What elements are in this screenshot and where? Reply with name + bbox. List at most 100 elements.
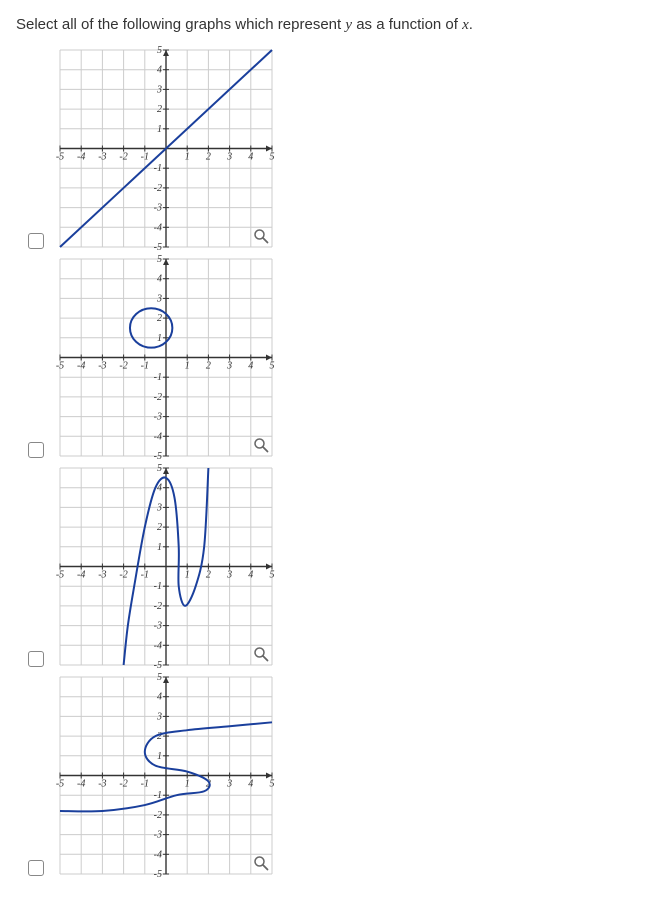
svg-text:5: 5 (270, 361, 275, 372)
graph-panel: -5-4-3-2-112345-5-4-3-2-112345 (56, 673, 276, 878)
magnifier-icon[interactable] (252, 436, 270, 454)
svg-text:-4: -4 (77, 779, 85, 790)
magnifier-icon[interactable] (252, 854, 270, 872)
question-mid: as a function of (352, 16, 462, 33)
graph-grid: -5-4-3-2-112345-5-4-3-2-112345 (56, 46, 276, 251)
svg-text:-5: -5 (154, 660, 162, 669)
svg-text:4: 4 (157, 65, 162, 76)
option-checkbox[interactable] (28, 442, 44, 458)
graph-option: -5-4-3-2-112345-5-4-3-2-112345 (16, 46, 646, 251)
svg-text:-3: -3 (98, 570, 106, 581)
svg-text:-1: -1 (154, 581, 162, 592)
svg-text:-2: -2 (119, 361, 127, 372)
graphs-container: -5 -4 -3 -2 -1 1 2 3 4 5 -5 -4 -3 -2 -1 1 2 3 4 5 -5 -4 -3 -2 -1… (16, 46, 646, 878)
question-prefix: Select all of the following graphs which… (16, 16, 345, 33)
svg-text:-4: -4 (77, 361, 85, 372)
svg-text:4: 4 (248, 570, 253, 581)
svg-text:1: 1 (185, 779, 190, 790)
svg-text:-4: -4 (77, 152, 85, 163)
svg-text:-1: -1 (141, 152, 149, 163)
svg-text:1: 1 (185, 570, 190, 581)
svg-text:-5: -5 (154, 242, 162, 251)
svg-text:-5: -5 (56, 779, 64, 790)
graph-panel: -5-4-3-2-112345-5-4-3-2-112345 (56, 255, 276, 460)
question-var-x: x (462, 17, 469, 33)
svg-text:2: 2 (157, 731, 162, 742)
magnifier-icon[interactable] (252, 227, 270, 245)
svg-text:-4: -4 (154, 849, 162, 860)
svg-text:1: 1 (185, 152, 190, 163)
graph-grid: -5-4-3-2-112345-5-4-3-2-112345 (56, 464, 276, 669)
option-checkbox[interactable] (28, 233, 44, 249)
svg-text:-2: -2 (119, 152, 127, 163)
svg-text:4: 4 (157, 274, 162, 285)
svg-text:4: 4 (248, 779, 253, 790)
svg-text:-2: -2 (119, 570, 127, 581)
svg-text:-2: -2 (154, 183, 162, 194)
svg-text:5: 5 (270, 152, 275, 163)
svg-text:-1: -1 (141, 361, 149, 372)
svg-text:-1: -1 (154, 372, 162, 383)
graph-grid: -5-4-3-2-112345-5-4-3-2-112345 (56, 673, 276, 878)
svg-text:-1: -1 (141, 779, 149, 790)
svg-text:1: 1 (157, 542, 162, 553)
svg-text:3: 3 (226, 152, 232, 163)
svg-text:-5: -5 (154, 869, 162, 878)
svg-text:1: 1 (185, 361, 190, 372)
svg-text:5: 5 (157, 46, 162, 56)
option-checkbox[interactable] (28, 860, 44, 876)
graph-panel: -5-4-3-2-112345-5-4-3-2-112345 (56, 464, 276, 669)
svg-text:-3: -3 (154, 203, 162, 214)
svg-text:-4: -4 (154, 431, 162, 442)
graph-option: -5-4-3-2-112345-5-4-3-2-112345 (16, 255, 646, 460)
graph-panel: -5-4-3-2-112345-5-4-3-2-112345 (56, 46, 276, 251)
svg-text:2: 2 (157, 522, 162, 533)
graph-option: -5-4-3-2-112345-5-4-3-2-112345 (16, 464, 646, 669)
svg-text:-3: -3 (154, 621, 162, 632)
svg-text:-4: -4 (154, 640, 162, 651)
svg-text:-4: -4 (154, 222, 162, 233)
question-text: Select all of the following graphs which… (16, 16, 646, 34)
svg-text:1: 1 (157, 751, 162, 762)
svg-text:4: 4 (248, 152, 253, 163)
svg-text:3: 3 (226, 779, 232, 790)
svg-text:5: 5 (157, 673, 162, 683)
svg-text:3: 3 (226, 570, 232, 581)
question-suffix: . (469, 16, 473, 33)
svg-text:5: 5 (270, 570, 275, 581)
svg-text:2: 2 (206, 152, 211, 163)
svg-text:5: 5 (157, 255, 162, 265)
svg-text:4: 4 (248, 361, 253, 372)
svg-text:-5: -5 (56, 152, 64, 163)
svg-text:3: 3 (226, 361, 232, 372)
svg-text:-2: -2 (154, 810, 162, 821)
svg-text:3: 3 (156, 293, 162, 304)
graph-grid: -5-4-3-2-112345-5-4-3-2-112345 (56, 255, 276, 460)
svg-text:5: 5 (270, 779, 275, 790)
svg-text:3: 3 (156, 502, 162, 513)
svg-text:4: 4 (157, 692, 162, 703)
svg-text:-3: -3 (98, 361, 106, 372)
option-checkbox[interactable] (28, 651, 44, 667)
svg-text:-2: -2 (154, 392, 162, 403)
magnifier-icon[interactable] (252, 645, 270, 663)
svg-text:-5: -5 (56, 570, 64, 581)
svg-text:2: 2 (206, 570, 211, 581)
svg-text:-5: -5 (56, 361, 64, 372)
svg-text:3: 3 (156, 84, 162, 95)
svg-text:-3: -3 (98, 779, 106, 790)
svg-text:-4: -4 (77, 570, 85, 581)
svg-text:-5: -5 (154, 451, 162, 460)
graph-option: -5-4-3-2-112345-5-4-3-2-112345 (16, 673, 646, 878)
svg-text:5: 5 (157, 464, 162, 474)
svg-text:2: 2 (206, 361, 211, 372)
svg-text:-2: -2 (119, 779, 127, 790)
svg-text:2: 2 (157, 313, 162, 324)
svg-text:-1: -1 (154, 163, 162, 174)
svg-text:-1: -1 (141, 570, 149, 581)
svg-text:-3: -3 (98, 152, 106, 163)
svg-text:-3: -3 (154, 830, 162, 841)
svg-text:2: 2 (157, 104, 162, 115)
svg-text:1: 1 (157, 333, 162, 344)
svg-text:-2: -2 (154, 601, 162, 612)
